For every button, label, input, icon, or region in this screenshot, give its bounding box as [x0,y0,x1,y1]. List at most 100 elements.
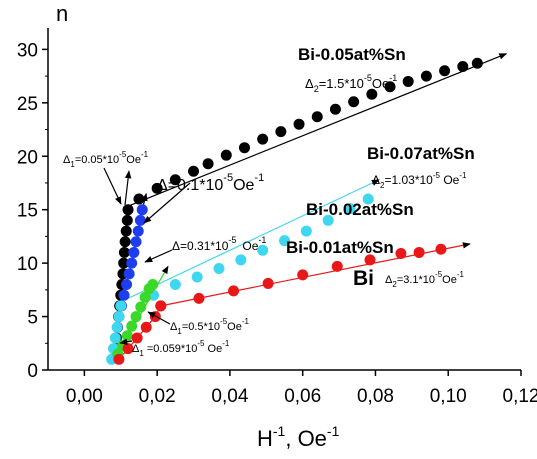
data-point [193,292,205,304]
data-point [439,65,451,77]
data-point [188,165,200,177]
data-point [113,311,125,323]
pointer-d1-005 [103,167,122,205]
data-point [297,269,309,281]
data-point [123,268,135,280]
data-point [235,254,247,266]
data-point [293,118,305,130]
y-tick-label: 25 [17,94,38,115]
data-point [348,96,360,108]
data-point [169,278,181,290]
data-point [311,111,323,123]
y-tick-label: 30 [17,40,38,61]
data-point [213,262,225,274]
pointer-d-blue [143,182,191,224]
x-tick-label: 0,06 [284,386,321,407]
y-tick-label: 10 [17,254,38,275]
data-point [113,353,125,365]
data-point [130,311,142,323]
data-point [220,149,232,161]
x-tick-label: 0,10 [430,386,467,407]
data-point [121,214,133,226]
data-point [130,236,142,248]
series-label-bi-001: Bi-0.01at%Sn [286,238,394,257]
data-point [128,246,140,258]
annotations: Bi-0.05at%Sn Δ2=1.5*10-5Oe-1 Δ1=0.05*10-… [63,45,475,358]
data-point [120,225,132,237]
delta-label-blue: Δ=0.1*10-5Oe-1 [157,172,264,194]
data-point [151,182,163,194]
data-point [471,57,483,69]
data-point [238,142,250,154]
y-tick-label: 20 [17,147,38,168]
y-tick-label: 0 [27,361,38,382]
data-point [133,193,145,205]
data-point [147,278,159,290]
series-label-bi-005: Bi-0.05at%Sn [298,45,406,64]
data-point [300,225,312,237]
delta1-label-red: Δ1=0.5*10-5Oe-1 [170,317,250,336]
data-point [331,260,343,272]
series-fit-line [129,53,508,206]
data-point [121,330,133,342]
axes: n H-1, Oe-1 [47,1,521,451]
delta-label-green: Δ=0.31*10-5 Oe-1 [172,235,266,253]
data-point [126,257,138,269]
data-point [169,174,181,186]
data-point [121,278,133,290]
data-point [228,285,240,297]
data-point [126,320,138,332]
data-point [131,332,143,344]
data-point [413,246,425,258]
x-tick-label: 0,08 [357,386,394,407]
delta1-label-cyan: Δ1 =0.059*10-5 Oe-1 [132,339,230,358]
delta2-label-bi: Δ2=3.1*10-5Oe-1 [385,270,465,289]
series-label-bi-007: Bi-0.07at%Sn [367,144,475,163]
data-point [257,133,269,145]
ticks: 0,00 0,02 0,04 0,06 0,08 0,10 0,12 0 5 10 15 20 25 30 [17,40,537,407]
data-point [135,301,147,313]
x-tick-label: 0,12 [503,386,537,407]
x-tick-label: 0,00 [66,386,103,407]
data-point [420,70,432,82]
data-point [134,214,146,226]
data-point [118,246,130,258]
data-point [364,254,376,266]
data-point [140,321,152,333]
pointer-d1-cyan [119,338,133,345]
data-point [262,277,274,289]
data-point [155,300,167,312]
pointer-d1-red [147,311,171,325]
y-axis-label: n [56,1,68,26]
pointer-d1-005-up [124,170,132,206]
data-point [457,60,469,72]
x-axis-label: H-1, Oe-1 [257,423,340,451]
y-tick-label: 15 [17,201,38,222]
x-tick-label: 0,02 [139,386,176,407]
data-point [402,75,414,87]
x-tick-label: 0,04 [211,386,248,407]
data-point [435,243,447,255]
data-point [119,236,131,248]
pointer-d-green [144,249,173,263]
data-point [122,204,134,216]
data-point [115,300,127,312]
series-fit-line [127,179,380,299]
data-point [366,88,378,100]
data-point [322,214,334,226]
delta2-label-007: Δ2=1.03*10-5 Oe-1 [372,171,467,190]
series-label-bi-002: Bi-0.02at%Sn [306,200,414,219]
annotation-pointers [103,167,191,345]
data-point [118,289,130,301]
data-point [344,203,356,215]
data-point [111,321,123,333]
data-point [278,235,290,247]
data-point [329,103,341,115]
delta2-label-005: Δ2=1.5*10-5Oe-1 [305,73,397,94]
data-point [257,244,269,256]
data-point [191,271,203,283]
delta1-label-005: Δ1=0.05*10-5Oe-1 [63,150,149,169]
data-point [395,248,407,260]
data-point [122,343,134,355]
